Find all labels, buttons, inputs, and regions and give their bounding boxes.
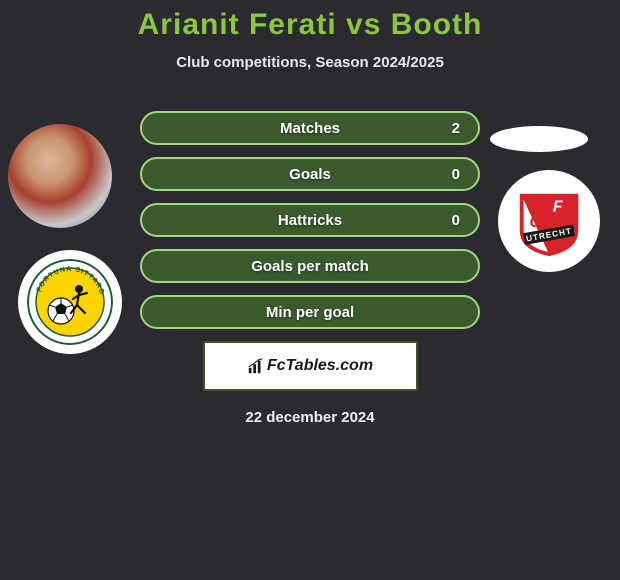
chart-icon bbox=[247, 357, 265, 375]
player-placeholder-right bbox=[490, 126, 588, 152]
svg-text:F: F bbox=[553, 198, 563, 215]
stat-row: Goals per match bbox=[140, 249, 480, 283]
brand-text: FcTables.com bbox=[267, 357, 373, 375]
subtitle: Club competitions, Season 2024/2025 bbox=[0, 54, 620, 71]
stat-label: Goals per match bbox=[251, 258, 369, 275]
date: 22 december 2024 bbox=[0, 409, 620, 426]
stat-row: Min per goal bbox=[140, 295, 480, 329]
stat-label: Min per goal bbox=[266, 304, 354, 321]
brand-box[interactable]: FcTables.com bbox=[203, 341, 418, 391]
stat-value-right: 2 bbox=[452, 120, 460, 137]
stat-label: Goals bbox=[289, 166, 331, 183]
stat-row: Goals 0 bbox=[140, 157, 480, 191]
player-photo-left bbox=[8, 124, 112, 228]
team-logo-left: FORTUNA SITTARD bbox=[18, 250, 122, 354]
page-title: Arianit Ferati vs Booth bbox=[0, 8, 620, 42]
stats-block: Matches 2 Goals 0 Hattricks 0 Goals per … bbox=[140, 111, 480, 329]
stat-label: Hattricks bbox=[278, 212, 342, 229]
team-logo-right: F C UTRECHT bbox=[498, 170, 600, 272]
svg-text:C: C bbox=[530, 214, 542, 231]
stat-row: Matches 2 bbox=[140, 111, 480, 145]
stat-value-right: 0 bbox=[452, 212, 460, 229]
stat-value-right: 0 bbox=[452, 166, 460, 183]
stat-label: Matches bbox=[280, 120, 340, 137]
stat-row: Hattricks 0 bbox=[140, 203, 480, 237]
